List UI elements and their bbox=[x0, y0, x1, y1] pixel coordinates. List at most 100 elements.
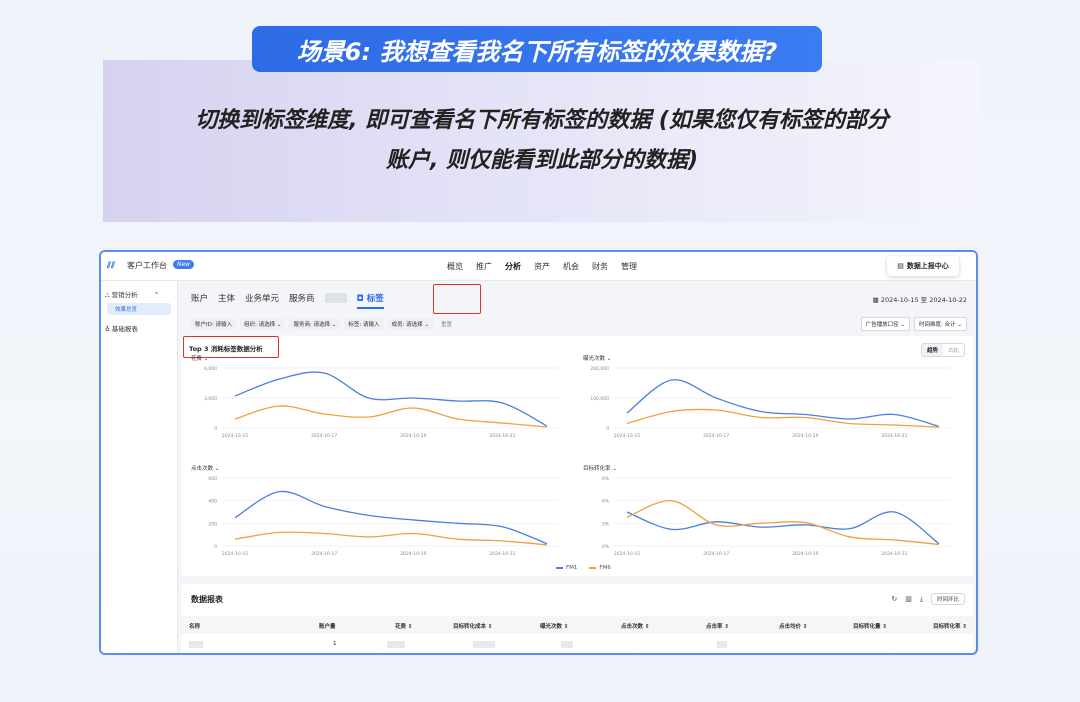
panel-title-highlight bbox=[183, 336, 279, 358]
tab-tag[interactable]: ◘ 标签 bbox=[356, 292, 384, 309]
trend-ratio-toggle: 趋势 占比 bbox=[920, 343, 965, 357]
sidebar-item-label: 基础报表 bbox=[111, 325, 138, 333]
series-line-fm1 bbox=[234, 490, 548, 545]
col-accounts[interactable]: 账户量 bbox=[319, 624, 336, 630]
nav-manage[interactable]: 管理 bbox=[621, 262, 637, 271]
tab-entity[interactable]: 主体 bbox=[218, 294, 236, 304]
col-conversions[interactable]: 目标转化量 ⇕ bbox=[853, 624, 888, 630]
x-tick-label: 2024-10-17 bbox=[703, 551, 729, 557]
redacted-value bbox=[717, 641, 727, 648]
chart-title: 曝光次数 ⌄ bbox=[583, 354, 611, 362]
nav-opportunity[interactable]: 机会 bbox=[563, 262, 579, 271]
x-tick-label: 2024-10-21 bbox=[881, 551, 907, 557]
series-line-fm1 bbox=[234, 371, 548, 427]
reset-button[interactable]: 重置 bbox=[440, 322, 452, 328]
nav-assets[interactable]: 资产 bbox=[534, 262, 550, 271]
legend-fm1[interactable]: FM1 bbox=[556, 565, 577, 571]
tab-business-unit[interactable]: 业务单元 bbox=[245, 294, 280, 304]
x-tick-label: 2024-10-15 bbox=[614, 551, 640, 557]
col-cpc[interactable]: 点击均价 ⇕ bbox=[779, 624, 808, 630]
x-tick-label: 2024-10-19 bbox=[400, 433, 426, 439]
time-compare-button[interactable]: 时间环比 bbox=[930, 593, 965, 605]
report-table-panel: 数据报表 ↻ ▥ ⤓ 时间环比 名称 账户量 花费 ⇕ 目标转化成本 ⇕ 曝光次… bbox=[181, 584, 973, 653]
brand-logo-icon[interactable]: ⫽⫽ bbox=[107, 261, 116, 271]
nav-promotion[interactable]: 推广 bbox=[476, 262, 492, 271]
sidebar-item-overview[interactable]: 效果总览 bbox=[107, 303, 171, 315]
filter-account-id[interactable]: 账户ID: 请输入 bbox=[191, 318, 236, 330]
columns-icon[interactable]: ▥ bbox=[905, 595, 912, 603]
toggle-ratio[interactable]: 占比 bbox=[947, 348, 959, 354]
sidebar-item-marketing-analysis[interactable]: ⛬ 营销分析 ⌃ bbox=[105, 289, 159, 300]
col-spend[interactable]: 花费 ⇕ bbox=[395, 624, 413, 630]
y-tick-label: 3,000 bbox=[204, 396, 217, 402]
redacted-value bbox=[561, 641, 573, 648]
nav-overview[interactable]: 概览 bbox=[447, 262, 463, 271]
x-tick-label: 2024-10-17 bbox=[311, 433, 337, 439]
y-tick-label: 6% bbox=[602, 499, 610, 505]
y-tick-label: 6,000 bbox=[204, 366, 217, 372]
table-row[interactable]: 1 bbox=[181, 636, 973, 653]
panel-title: Top 3 消耗标签数据分析 bbox=[189, 345, 263, 353]
filter-tag[interactable]: 标签: 请输入 bbox=[344, 318, 384, 330]
nav-analysis[interactable]: 分析 bbox=[505, 262, 521, 271]
col-conv-cost[interactable]: 目标转化成本 ⇕ bbox=[453, 624, 493, 630]
tag-icon: ◘ bbox=[356, 294, 364, 304]
new-badge: New bbox=[173, 260, 195, 269]
y-tick-label: 0 bbox=[214, 544, 217, 550]
chart-icon: ⛬ bbox=[105, 291, 110, 299]
col-ctr[interactable]: 点击率 ⇕ bbox=[706, 624, 730, 630]
sidebar-item-basic-report[interactable]: ♁ 基础报表 bbox=[105, 323, 138, 333]
main-nav: 概览 推广 分析 资产 机会 财务 管理 bbox=[447, 261, 637, 272]
refresh-icon[interactable]: ↻ bbox=[891, 595, 898, 603]
filter-org[interactable]: 组织: 请选择 ⌄ bbox=[239, 318, 286, 330]
sidebar: ⛬ 营销分析 ⌃ 效果总览 ♁ 基础报表 bbox=[101, 281, 178, 653]
series-line-fm6 bbox=[234, 405, 548, 428]
filter-member[interactable]: 成员: 请选择 ⌄ bbox=[387, 318, 433, 330]
scene-description: 切换到标签维度, 即可查看名下所有标签的数据 (如果您仅有标签的部分 账户, 则… bbox=[103, 60, 981, 222]
x-tick-label: 2024-10-21 bbox=[881, 433, 907, 439]
x-tick-label: 2024-10-21 bbox=[489, 551, 515, 557]
y-tick-label: 0 bbox=[214, 426, 217, 432]
col-conv-rate[interactable]: 目标转化率 ⇕ bbox=[933, 624, 968, 630]
y-tick-label: 0 bbox=[606, 426, 609, 432]
legend-label: FM1 bbox=[566, 565, 578, 571]
tag-tab-highlight bbox=[433, 284, 481, 314]
table-header: 名称 账户量 花费 ⇕ 目标转化成本 ⇕ 曝光次数 ⇕ 点击次数 ⇕ 点击率 ⇕… bbox=[181, 616, 973, 634]
date-range-picker[interactable]: ▦ 2024-10-15 至 2024-10-22 bbox=[873, 294, 967, 304]
tab-account[interactable]: 账户 bbox=[191, 294, 209, 304]
filter-bar: 账户ID: 请输入 组织: 请选择 ⌄ 服务商: 请选择 ⌄ 标签: 请输入 成… bbox=[191, 318, 456, 330]
y-tick-label: 100,000 bbox=[590, 396, 609, 402]
col-clicks[interactable]: 点击次数 ⇕ bbox=[621, 624, 650, 630]
tab-redacted[interactable] bbox=[324, 293, 347, 303]
time-dimension-select[interactable]: 时间维度: 合计 ⌄ bbox=[914, 317, 967, 331]
ad-caliber-select[interactable]: 广告播放口径 ⌄ bbox=[860, 317, 911, 331]
col-impressions[interactable]: 曝光次数 ⇕ bbox=[540, 624, 569, 630]
app-title[interactable]: 客户工作台 bbox=[127, 261, 167, 270]
right-filters: 广告播放口径 ⌄ 时间维度: 合计 ⌄ bbox=[860, 317, 967, 331]
col-name[interactable]: 名称 bbox=[189, 624, 201, 630]
toggle-trend[interactable]: 趋势 bbox=[921, 344, 943, 356]
x-tick-label: 2024-10-19 bbox=[792, 433, 818, 439]
x-tick-label: 2024-10-17 bbox=[703, 433, 729, 439]
report-center-button[interactable]: ▤ 数据上报中心 bbox=[887, 256, 959, 276]
analysis-panel: Top 3 消耗标签数据分析 趋势 占比 花费 ⌄ 6,000 3,000 0 2024… bbox=[181, 336, 973, 576]
filter-provider[interactable]: 服务商: 请选择 ⌄ bbox=[289, 318, 341, 330]
series-line-fm6 bbox=[234, 531, 548, 546]
chevron-up-icon: ⌃ bbox=[153, 291, 160, 299]
x-tick-label: 2024-10-19 bbox=[400, 551, 426, 557]
report-icon: ▤ bbox=[897, 262, 904, 270]
series-line-fm1 bbox=[626, 379, 940, 428]
dimension-tabs: 账户 主体 业务单元 服务商 ◘ 标签 bbox=[191, 292, 384, 309]
download-icon[interactable]: ⤓ bbox=[919, 594, 923, 603]
y-tick-label: 600 bbox=[208, 476, 217, 482]
legend-fm6[interactable]: FM6 bbox=[589, 565, 611, 571]
chart-title: 点击次数 ⌄ bbox=[191, 464, 219, 472]
series-line-fm6 bbox=[626, 500, 940, 546]
tab-service-provider[interactable]: 服务商 bbox=[289, 294, 315, 304]
bulb-icon: ♁ bbox=[105, 325, 110, 333]
y-tick-label: 9% bbox=[602, 476, 610, 482]
y-tick-label: 3% bbox=[602, 521, 610, 527]
x-tick-label: 2024-10-17 bbox=[311, 551, 337, 557]
y-tick-label: 0% bbox=[602, 544, 610, 550]
nav-finance[interactable]: 财务 bbox=[592, 262, 608, 271]
